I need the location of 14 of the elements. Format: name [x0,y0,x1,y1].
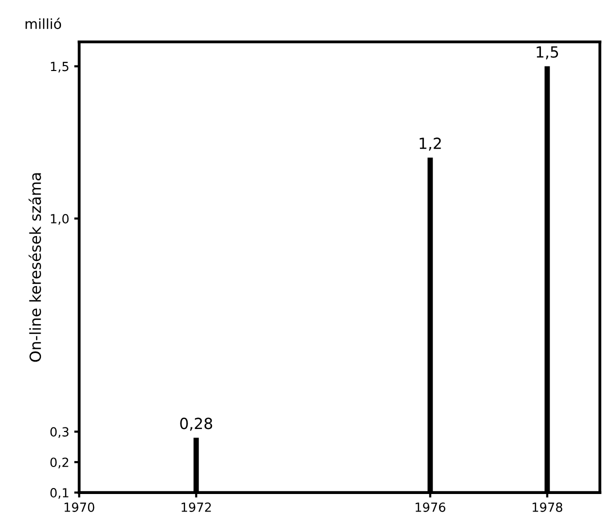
x-tick-label: 1972 [182,502,211,512]
data-label: 1,5 [536,46,558,60]
x-tick-label: 1970 [64,502,94,512]
x-tick-label: 1978 [532,502,562,512]
y-axis-title: On-line keresések száma [28,173,42,362]
text: millió [26,18,62,30]
y-tick-label: 1,0 [50,214,69,225]
y-tick-label: 0,3 [50,427,68,438]
data-label: 0,28 [180,418,212,431]
y-tick-label: 0,1 [50,488,68,499]
data-label: 1,2 [420,138,441,151]
y-tick-label: 1,5 [50,62,68,72]
y-tick-label: 0,2 [50,458,68,468]
x-tick-label: 1976 [416,502,446,512]
